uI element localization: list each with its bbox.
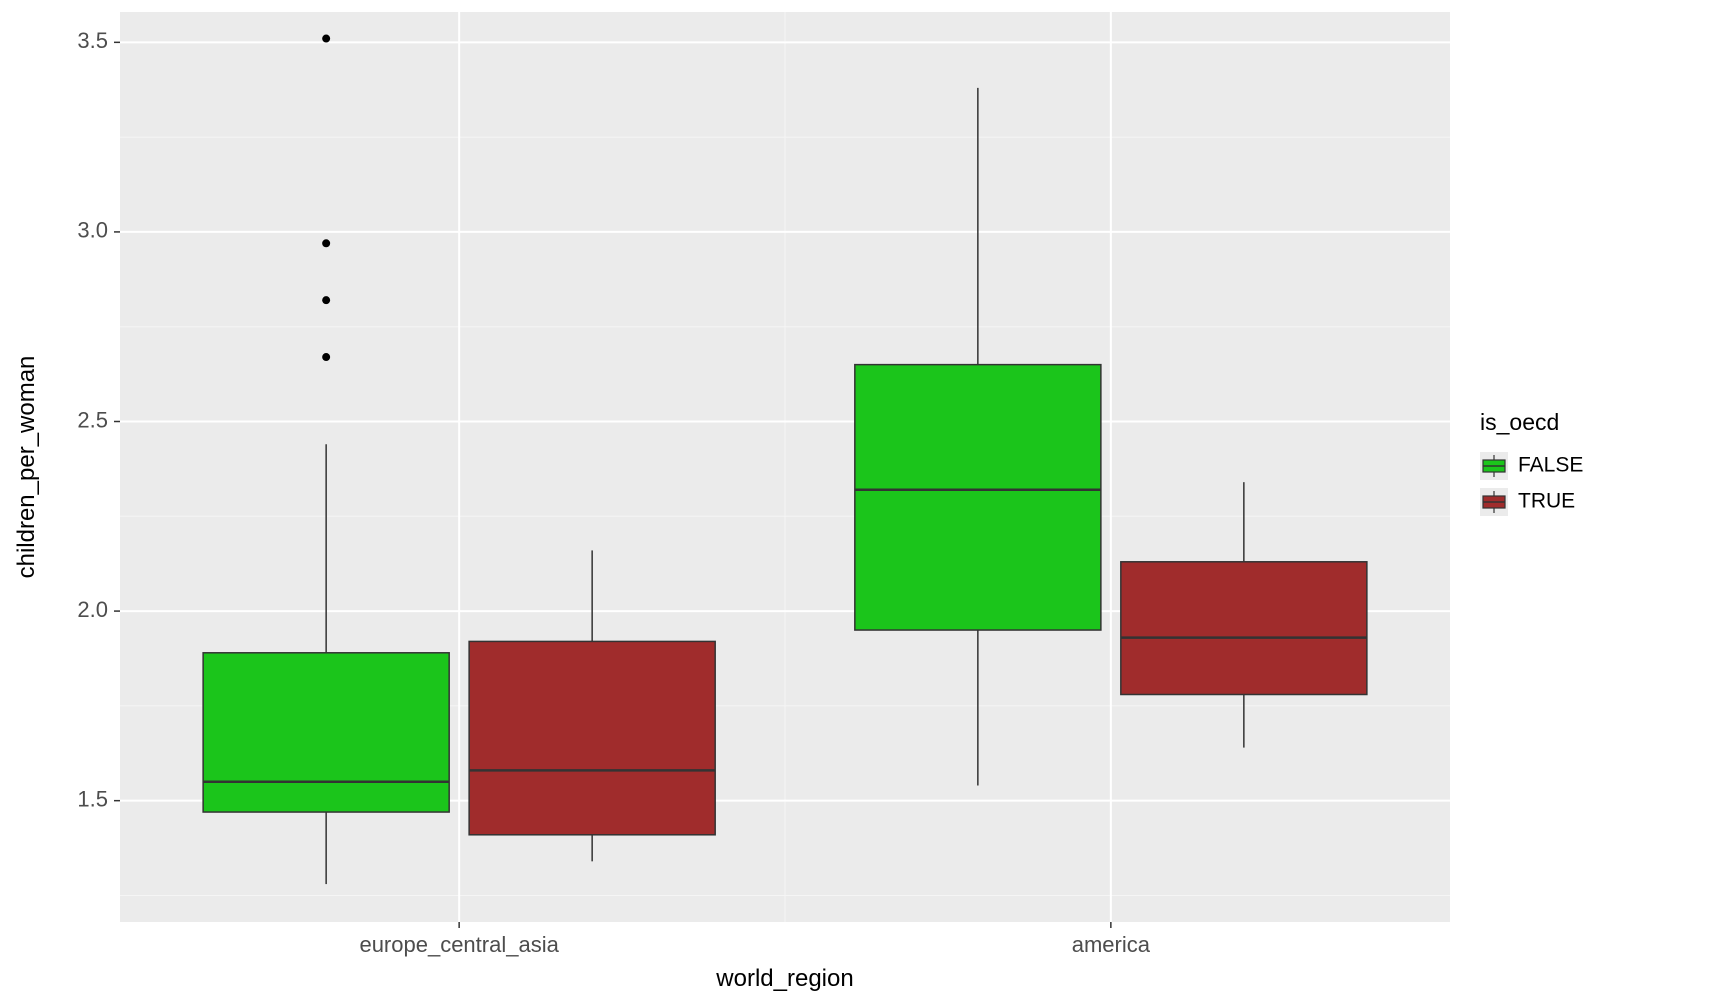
box: [469, 641, 715, 834]
boxplot-chart: 1.5 2.0 2.5 3.0 3.5 europe_central_asia americ…: [0, 0, 1728, 1008]
y-tick-label: 2.5: [77, 407, 108, 432]
y-axis-label: children_per_woman: [13, 356, 40, 579]
outlier-point: [322, 296, 330, 304]
x-tick-label: america: [1072, 932, 1151, 957]
x-tick-label: europe_central_asia: [359, 932, 559, 957]
y-tick-label: 3.5: [77, 28, 108, 53]
legend-label: FALSE: [1518, 454, 1583, 477]
legend-label: TRUE: [1518, 490, 1575, 513]
chart-container: 1.5 2.0 2.5 3.0 3.5 europe_central_asia americ…: [0, 0, 1728, 1008]
outlier-point: [322, 353, 330, 361]
box: [203, 653, 449, 812]
box: [855, 365, 1101, 630]
box: [1121, 562, 1367, 695]
outlier-point: [322, 35, 330, 43]
y-tick-label: 2.0: [77, 597, 108, 622]
legend-title: is_oecd: [1480, 409, 1559, 435]
y-tick-label: 3.0: [77, 218, 108, 243]
outlier-point: [322, 239, 330, 247]
y-tick-label: 1.5: [77, 786, 108, 811]
x-axis-label: world_region: [715, 965, 853, 992]
